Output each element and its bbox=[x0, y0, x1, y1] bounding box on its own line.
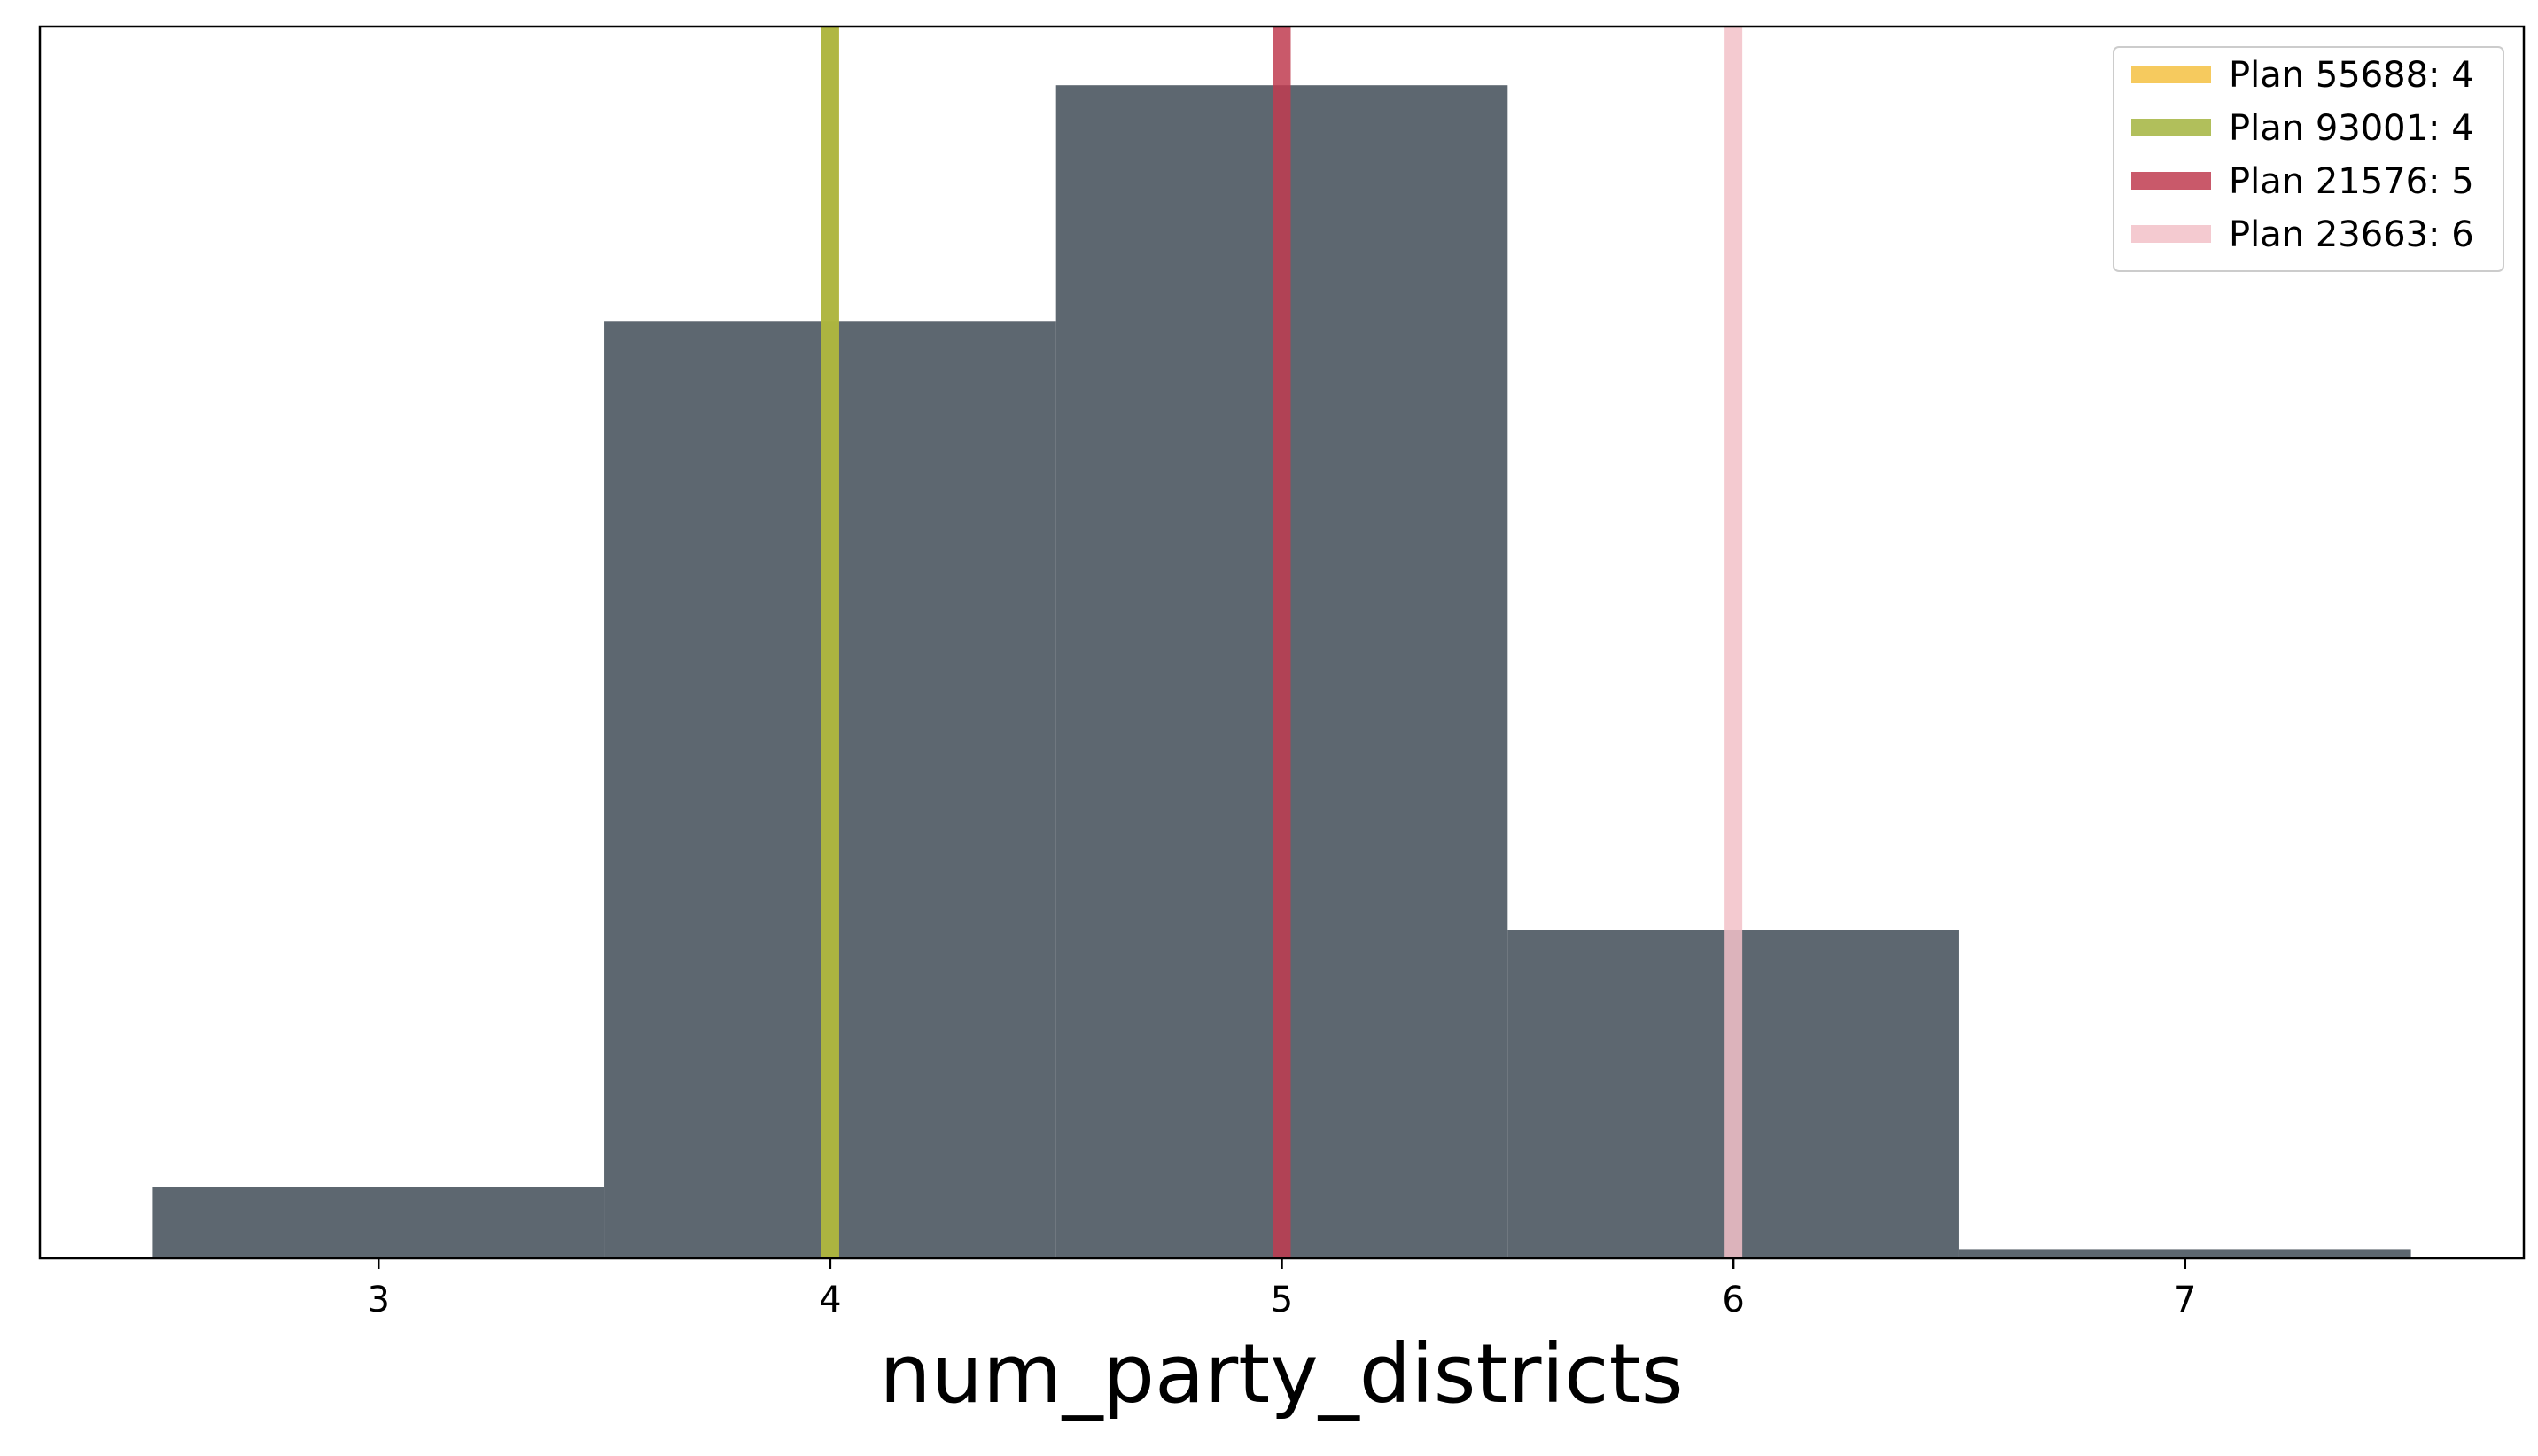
histogram-bar-3 bbox=[152, 1187, 605, 1258]
reference-lines-layer bbox=[821, 27, 1743, 1258]
x-tick-label-5: 5 bbox=[1271, 1280, 1293, 1320]
x-tick-label-4: 4 bbox=[819, 1280, 841, 1320]
histogram-bar-7 bbox=[1958, 1249, 2411, 1258]
legend-label-3: Plan 21576: 5 bbox=[2229, 161, 2474, 202]
x-tick-label-3: 3 bbox=[368, 1280, 390, 1320]
x-tick-label-6: 6 bbox=[1722, 1280, 1744, 1320]
x-axis-ticks: 3 4 5 6 7 bbox=[368, 1258, 2196, 1320]
legend-label-4: Plan 23663: 6 bbox=[2229, 214, 2474, 255]
legend-items: Plan 55688: 4 Plan 93001: 4 Plan 21576: 5 P… bbox=[2131, 55, 2474, 255]
legend: Plan 55688: 4 Plan 93001: 4 Plan 21576: 5 P… bbox=[2113, 46, 2504, 272]
legend-label-2: Plan 93001: 4 bbox=[2229, 108, 2474, 149]
legend-label-1: Plan 55688: 4 bbox=[2229, 55, 2474, 96]
x-tick-label-7: 7 bbox=[2174, 1280, 2196, 1320]
legend-box bbox=[2113, 46, 2504, 272]
x-axis-label: num_party_districts bbox=[879, 1327, 1683, 1421]
